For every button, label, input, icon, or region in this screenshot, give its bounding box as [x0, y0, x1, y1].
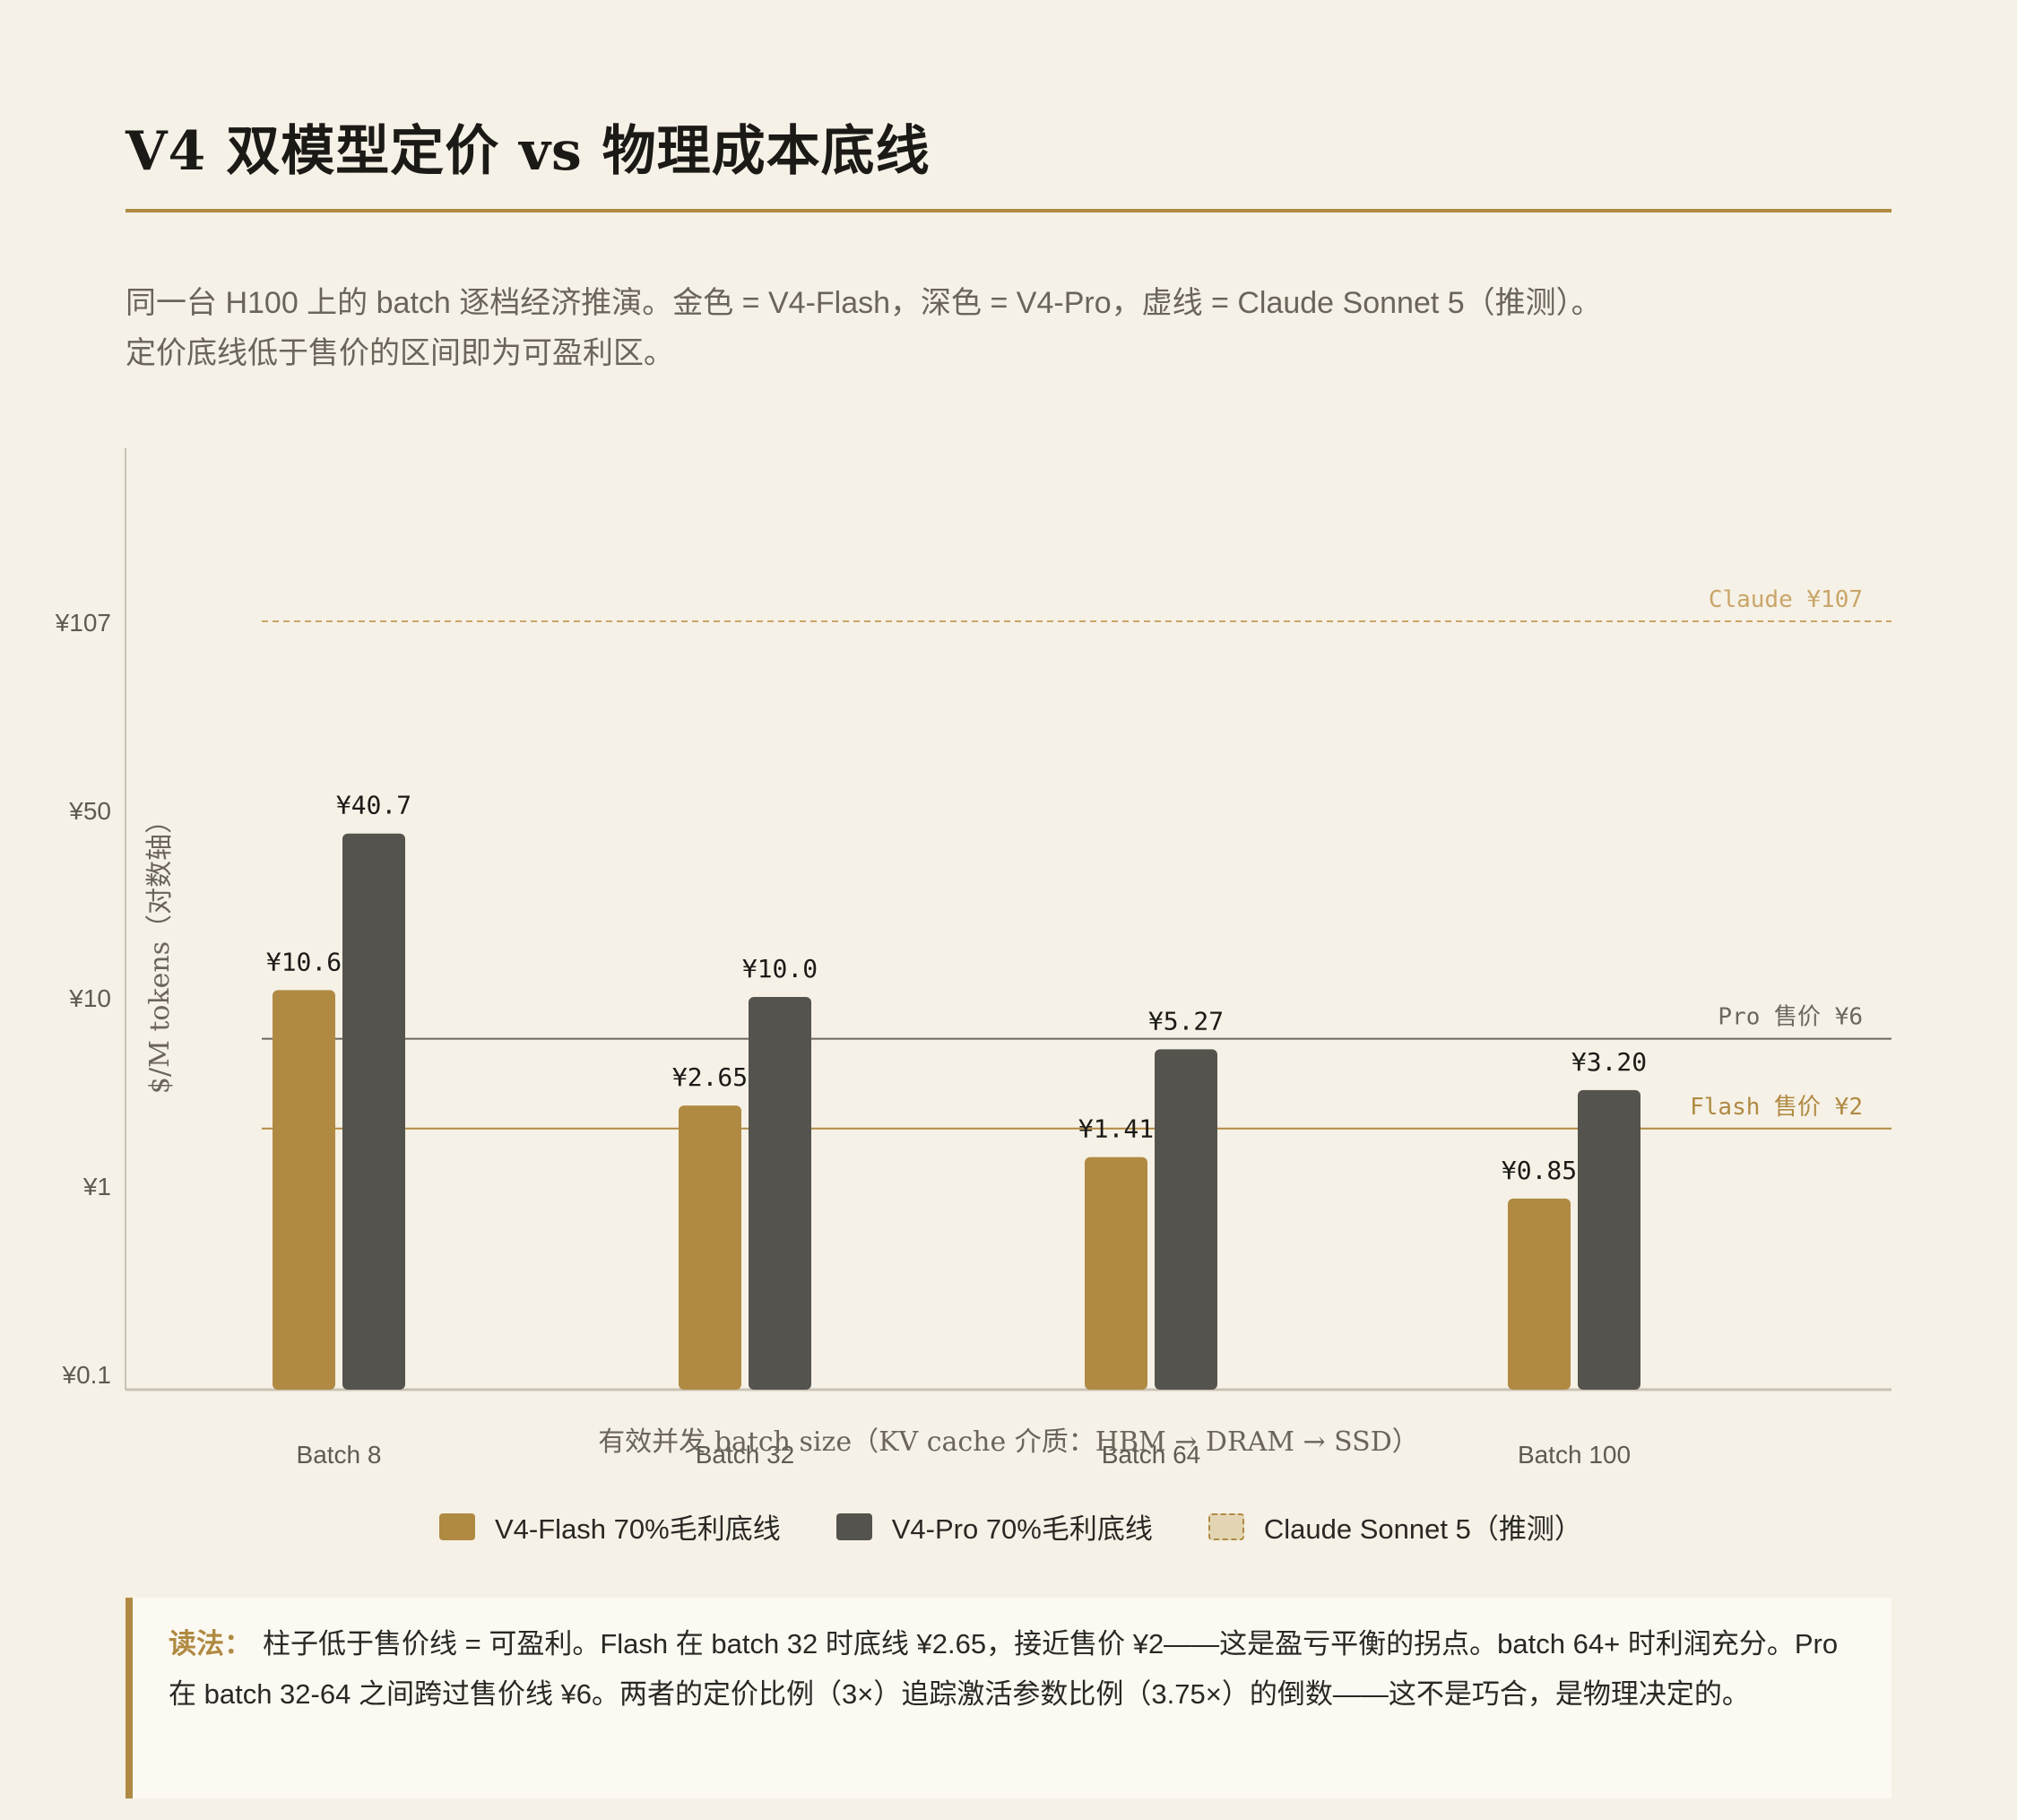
- bar-chart: ¥107 ¥50 ¥10 ¥1 ¥0.1 $/M tokens（对数轴） Claude ¥1…: [55, 448, 1891, 1469]
- bar-value-label: ¥0.85: [1502, 1156, 1577, 1185]
- x-tick-label: Batch 8: [297, 1441, 382, 1469]
- legend-swatch-claude: [1208, 1512, 1244, 1540]
- bar-value-label: ¥40.7: [336, 791, 411, 820]
- bar-value-label: ¥5.27: [1148, 1006, 1224, 1036]
- chart-legend: V4-Flash 70%毛利底线 V4-Pro 70%毛利底线 Claude S…: [439, 1506, 1582, 1547]
- y-tick-label: ¥1: [82, 1173, 111, 1200]
- bar-flash: [1085, 1157, 1147, 1390]
- y-tick-label: ¥107: [55, 609, 111, 637]
- page-title: V4 双模型定价 vs 物理成本底线: [126, 120, 931, 183]
- note-label: 读法：: [169, 1628, 252, 1660]
- bar-flash: [273, 990, 335, 1390]
- legend-label-flash: V4-Flash 70%毛利底线: [495, 1513, 781, 1545]
- reference-line-label: Flash 售价 ¥2: [1690, 1094, 1863, 1121]
- bar-flash: [679, 1105, 741, 1390]
- reference-line-label: Claude ¥107: [1709, 586, 1863, 613]
- bar-value-label: ¥1.41: [1078, 1114, 1154, 1144]
- bar-value-label: ¥10.0: [742, 954, 818, 984]
- bar-pro: [749, 997, 811, 1390]
- bar-pro: [342, 833, 405, 1390]
- legend-label-claude: Claude Sonnet 5（推测）: [1263, 1513, 1582, 1545]
- bar-value-label: ¥3.20: [1571, 1047, 1647, 1077]
- x-tick-label: Batch 32: [696, 1441, 795, 1469]
- title-divider: [126, 209, 1891, 212]
- legend-swatch-flash: [439, 1512, 475, 1540]
- reference-line-label: Pro 售价 ¥6: [1718, 1004, 1863, 1031]
- legend-item-pro: V4-Pro 70%毛利底线: [835, 1506, 1153, 1547]
- bar-value-label: ¥10.6: [266, 947, 342, 976]
- subtitle-line-2: 定价底线低于售价的区间即为可盈利区。: [126, 336, 674, 370]
- bar-value-label: ¥2.65: [672, 1062, 748, 1092]
- x-tick-label: Batch 64: [1102, 1441, 1201, 1469]
- y-tick-label: ¥0.1: [62, 1361, 112, 1389]
- legend-item-claude: Claude Sonnet 5（推测）: [1208, 1506, 1582, 1547]
- reading-note: 读法： 柱子低于售价线 = 可盈利。Flash 在 batch 32 时底线 ¥2…: [126, 1598, 1891, 1798]
- y-tick-label: ¥50: [68, 797, 111, 825]
- bar-pro: [1155, 1049, 1217, 1390]
- subtitle-line-1: 同一台 H100 上的 batch 逐档经济推演。金色 = V4-Flash，深…: [126, 286, 1602, 320]
- legend-item-flash: V4-Flash 70%毛利底线: [439, 1506, 781, 1547]
- x-tick-label: Batch 100: [1518, 1441, 1631, 1469]
- y-tick-label: ¥10: [68, 984, 111, 1012]
- x-axis-title: 有效并发 batch size（KV cache 介质：HBM → DRAM →…: [598, 1426, 1419, 1458]
- bar-flash: [1508, 1198, 1571, 1390]
- y-axis-title: $/M tokens（对数轴）: [144, 807, 176, 1094]
- legend-swatch-pro: [835, 1512, 872, 1540]
- note-text: 柱子低于售价线 = 可盈利。Flash 在 batch 32 时底线 ¥2.65…: [169, 1628, 1839, 1710]
- chart-subtitle: 同一台 H100 上的 batch 逐档经济推演。金色 = V4-Flash，深…: [126, 278, 1883, 378]
- legend-label-pro: V4-Pro 70%毛利底线: [891, 1513, 1153, 1545]
- bar-pro: [1578, 1089, 1640, 1390]
